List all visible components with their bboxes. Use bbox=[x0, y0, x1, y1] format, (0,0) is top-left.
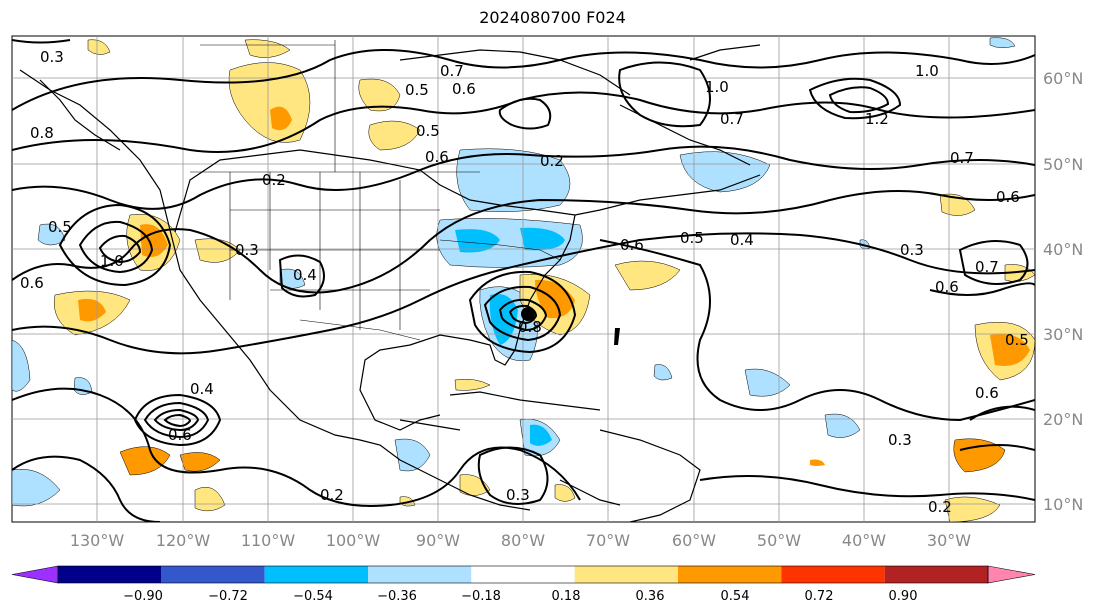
colorbar-swatch bbox=[471, 566, 575, 583]
colorbar-swatch bbox=[781, 566, 885, 583]
contour-label: 0.2 bbox=[320, 486, 344, 504]
lon-label: 40°W bbox=[842, 531, 886, 550]
contour-label: 0.4 bbox=[190, 380, 214, 398]
latitude-labels: 60°N 50°N 40°N 30°N 20°N 10°N bbox=[1043, 69, 1083, 514]
colorbar-swatch bbox=[574, 566, 678, 583]
lon-label: 80°W bbox=[501, 531, 545, 550]
lat-label: 10°N bbox=[1043, 495, 1083, 514]
lat-label: 60°N bbox=[1043, 69, 1083, 88]
lon-label: 60°W bbox=[672, 531, 716, 550]
colorbar-segments bbox=[11, 565, 1036, 584]
contour-labels: 0.3 0.7 0.6 0.5 0.5 0.6 0.2 1.0 0.7 1.0 … bbox=[20, 48, 1029, 516]
contour-label: 0.6 bbox=[452, 80, 476, 98]
lat-label: 50°N bbox=[1043, 155, 1083, 174]
colorbar: −0.90 −0.72 −0.54 −0.36 −0.18 0.18 0.36 … bbox=[11, 565, 1036, 604]
lon-label: 130°W bbox=[70, 531, 125, 550]
contour-label: 0.6 bbox=[168, 426, 192, 444]
colorbar-tick: 0.90 bbox=[889, 589, 918, 604]
lon-label: 100°W bbox=[326, 531, 381, 550]
contour-label: 1.0 bbox=[100, 252, 124, 270]
lon-label: 110°W bbox=[241, 531, 296, 550]
colorbar-ticks: −0.90 −0.72 −0.54 −0.36 −0.18 0.18 0.36 … bbox=[123, 589, 917, 604]
contour-label: 1.0 bbox=[915, 62, 939, 80]
colorbar-swatch bbox=[884, 566, 988, 583]
colorbar-swatch bbox=[58, 566, 162, 583]
contour-label: 0.3 bbox=[900, 241, 924, 259]
lon-label: 50°W bbox=[757, 531, 801, 550]
colorbar-tick: 0.36 bbox=[636, 589, 665, 604]
shaded-areas bbox=[12, 37, 1035, 522]
colorbar-extend-high bbox=[987, 565, 1036, 584]
colorbar-tick: 0.18 bbox=[552, 589, 581, 604]
contour-label: 0.7 bbox=[950, 149, 974, 167]
contour-label: 0.7 bbox=[975, 258, 999, 276]
map-panel: 0.3 0.7 0.6 0.5 0.5 0.6 0.2 1.0 0.7 1.0 … bbox=[11, 35, 1036, 523]
contour-label: 0.6 bbox=[20, 274, 44, 292]
contour-label: 0.5 bbox=[416, 122, 440, 140]
lon-label: 30°W bbox=[927, 531, 971, 550]
contour-label: 0.6 bbox=[975, 384, 999, 402]
contour-label: 0.7 bbox=[720, 110, 744, 128]
lon-label: 70°W bbox=[586, 531, 630, 550]
contour-label: 0.8 bbox=[30, 124, 54, 142]
contour-label: 0.6 bbox=[620, 236, 644, 254]
colorbar-tick: −0.18 bbox=[461, 589, 501, 604]
contour-label: 0.8 bbox=[518, 318, 542, 336]
colorbar-swatch bbox=[678, 566, 782, 583]
longitude-labels: 130°W 120°W 110°W 100°W 90°W 80°W 70°W 6… bbox=[70, 531, 971, 550]
contour-lines bbox=[12, 39, 1035, 522]
colorbar-tick: 0.72 bbox=[805, 589, 834, 604]
contour-label: 0.6 bbox=[996, 188, 1020, 206]
contour-label: 0.2 bbox=[262, 171, 286, 189]
contour-label: 0.2 bbox=[928, 498, 952, 516]
storm-center-marker bbox=[521, 307, 535, 321]
colorbar-tick: −0.90 bbox=[123, 589, 163, 604]
colorbar-frame bbox=[57, 565, 989, 584]
contour-label: 0.5 bbox=[1005, 331, 1029, 349]
colorbar-tick: −0.54 bbox=[293, 589, 333, 604]
contour-label: 0.5 bbox=[48, 218, 72, 236]
lon-label: 90°W bbox=[416, 531, 460, 550]
contour-label: 0.6 bbox=[935, 278, 959, 296]
colorbar-swatch bbox=[368, 566, 472, 583]
contour-label: 0.3 bbox=[40, 48, 64, 66]
lat-label: 20°N bbox=[1043, 410, 1083, 429]
contour-label: 0.4 bbox=[730, 231, 754, 249]
colorbar-extend-low bbox=[11, 565, 59, 584]
contour-label: 0.5 bbox=[680, 229, 704, 247]
contour-label: 1.2 bbox=[865, 110, 889, 128]
contour-label: 0.4 bbox=[293, 266, 317, 284]
lon-label: 120°W bbox=[156, 531, 211, 550]
lat-label: 40°N bbox=[1043, 240, 1083, 259]
colorbar-tick: 0.54 bbox=[721, 589, 750, 604]
contour-label: 0.3 bbox=[506, 486, 530, 504]
contour-label: 1.0 bbox=[705, 78, 729, 96]
contour-label: 0.3 bbox=[888, 431, 912, 449]
contour-label: 0.7 bbox=[440, 62, 464, 80]
colorbar-tick: −0.72 bbox=[208, 589, 248, 604]
colorbar-swatch bbox=[264, 566, 368, 583]
contour-label: 0.3 bbox=[235, 241, 259, 259]
chart-title: 2024080700 F024 bbox=[479, 8, 626, 27]
contour-label: 0.6 bbox=[425, 148, 449, 166]
colorbar-swatch bbox=[161, 566, 265, 583]
contour-label: 0.2 bbox=[540, 152, 564, 170]
lat-label: 30°N bbox=[1043, 325, 1083, 344]
contour-label: 0.5 bbox=[405, 81, 429, 99]
colorbar-tick: −0.36 bbox=[377, 589, 417, 604]
